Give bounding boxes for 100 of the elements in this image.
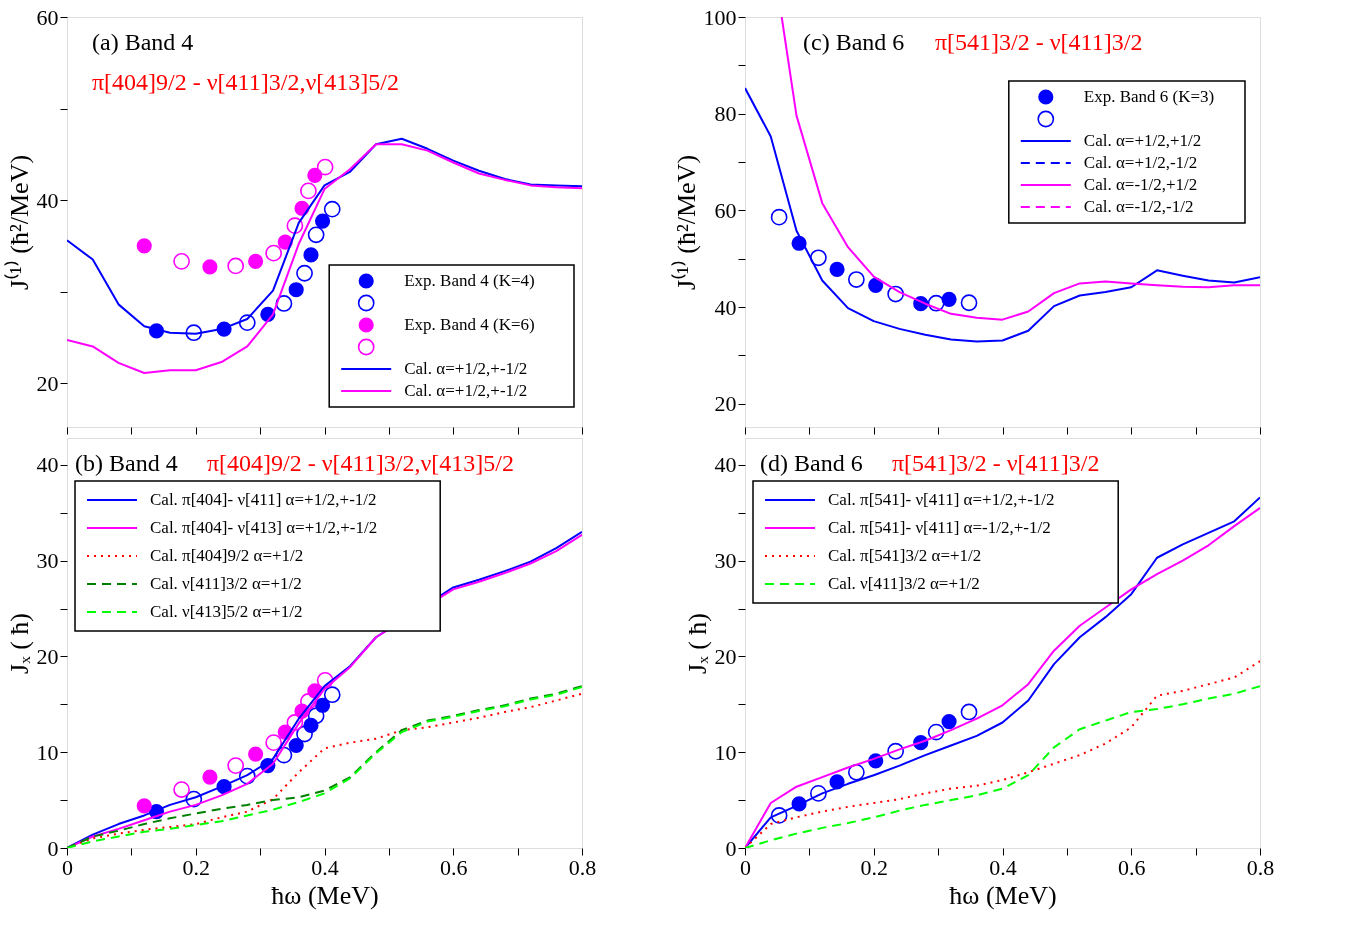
point bbox=[227, 757, 245, 774]
y-tick-label: 20 bbox=[36, 370, 59, 396]
point bbox=[307, 167, 323, 183]
y-axis-title: J⁽¹⁾ (ħ²/MeV) bbox=[670, 154, 701, 291]
point bbox=[927, 723, 945, 741]
x-tick-label: 0.6 bbox=[440, 854, 468, 880]
legend-label: Cal. π[541]- ν[411] α=+1/2,+-1/2 bbox=[828, 490, 1055, 509]
y-tick-label: 0 bbox=[47, 835, 59, 861]
point bbox=[296, 264, 313, 282]
point bbox=[286, 714, 304, 731]
x-axis-title: ħω (MeV) bbox=[949, 880, 1057, 910]
point bbox=[887, 285, 905, 303]
legend-label: Exp. Band 6 (K=3) bbox=[1083, 87, 1215, 106]
point bbox=[829, 261, 845, 277]
point bbox=[960, 703, 978, 721]
point bbox=[275, 746, 293, 764]
line-series bbox=[745, 87, 1260, 343]
text: (d) Band 6 bbox=[760, 450, 863, 476]
x-tick-label: 0.4 bbox=[311, 854, 339, 880]
point bbox=[941, 713, 957, 730]
x-tick-label: 0.8 bbox=[568, 854, 597, 880]
text: (c) Band 6 bbox=[803, 29, 905, 55]
y-tick-label: 40 bbox=[36, 452, 59, 478]
x-tick-label: 0.8 bbox=[1246, 854, 1275, 880]
y-tick-label: 0 bbox=[725, 835, 737, 861]
point bbox=[248, 253, 264, 269]
text: (a) Band 4 bbox=[92, 29, 194, 55]
point bbox=[202, 259, 218, 275]
y-tick-label: 30 bbox=[714, 548, 737, 574]
point bbox=[770, 807, 788, 824]
point bbox=[323, 200, 341, 218]
y-tick-label: 80 bbox=[714, 101, 737, 127]
legend-label: Cal. ν[411]3/2 α=+1/2 bbox=[150, 574, 302, 593]
y-tick-label: 40 bbox=[714, 452, 737, 478]
point bbox=[810, 249, 827, 267]
x-tick-label: 0.2 bbox=[860, 854, 888, 880]
point bbox=[238, 767, 256, 785]
legend-label: Cal. π[541]3/2 α=+1/2 bbox=[828, 546, 982, 565]
point bbox=[847, 763, 865, 781]
point bbox=[300, 182, 317, 200]
text: (b) Band 4 bbox=[75, 450, 178, 476]
legend-label: Cal. α=-1/2,+1/2 bbox=[1083, 175, 1198, 194]
text: π[404]9/2 - ν[411]3/2,ν[413]5/2 bbox=[92, 69, 399, 95]
point bbox=[303, 247, 319, 263]
y-tick-label: 100 bbox=[703, 4, 737, 30]
y-tick-label: 60 bbox=[36, 4, 59, 30]
point bbox=[296, 725, 313, 743]
x-tick-label: 0.2 bbox=[182, 854, 210, 880]
point bbox=[202, 769, 218, 785]
legend-label: Cal. α=+1/2,+-1/2 bbox=[404, 359, 528, 378]
x-tick-label: 0.4 bbox=[989, 854, 1017, 880]
point bbox=[868, 277, 884, 293]
legend-label: Cal. π[404]- ν[413] α=+1/2,+-1/2 bbox=[150, 518, 378, 537]
point bbox=[847, 271, 865, 288]
point bbox=[136, 238, 152, 254]
legend-label: Cal. α=+1/2,-1/2 bbox=[1083, 153, 1198, 172]
point bbox=[136, 798, 152, 814]
legend-label: Cal. π[404]- ν[411] α=+1/2,+-1/2 bbox=[150, 490, 377, 509]
legend-label: Cal. ν[411]3/2 α=+1/2 bbox=[828, 574, 980, 593]
point bbox=[286, 217, 304, 235]
text: π[404]9/2 - ν[411]3/2,ν[413]5/2 bbox=[207, 450, 514, 476]
legend-label: Cal. α=+1/2,+1/2 bbox=[1083, 131, 1202, 150]
x-axis-title: ħω (MeV) bbox=[271, 880, 379, 910]
legend-label: Cal. α=-1/2,-1/2 bbox=[1083, 197, 1194, 216]
line-series bbox=[67, 143, 582, 374]
y-tick-label: 30 bbox=[36, 548, 59, 574]
point bbox=[323, 686, 341, 704]
point bbox=[185, 790, 203, 808]
legend-label: Exp. Band 4 (K=6) bbox=[404, 315, 535, 334]
y-tick-label: 20 bbox=[714, 391, 737, 417]
point bbox=[316, 671, 334, 689]
point bbox=[275, 295, 293, 312]
point bbox=[173, 252, 190, 270]
legend-label: Exp. Band 4 (K=4) bbox=[404, 271, 535, 290]
point bbox=[238, 314, 256, 332]
point bbox=[941, 291, 957, 307]
legend-label: Cal. ν[413]5/2 α=+1/2 bbox=[150, 602, 303, 621]
line-series bbox=[780, 17, 1260, 321]
point bbox=[887, 742, 905, 760]
point bbox=[810, 785, 827, 802]
point bbox=[185, 324, 203, 342]
legend-label: Cal. π[404]9/2 α=+1/2 bbox=[150, 546, 304, 565]
x-tick-label: 0.6 bbox=[1118, 854, 1146, 880]
y-tick-label: 10 bbox=[714, 739, 737, 765]
y-axis-title: Jₓ ( ħ) bbox=[682, 613, 712, 674]
point bbox=[288, 282, 304, 298]
y-tick-label: 20 bbox=[36, 643, 59, 669]
point bbox=[265, 734, 283, 751]
point bbox=[316, 158, 334, 176]
text: π[541]3/2 - ν[411]3/2 bbox=[892, 450, 1100, 476]
point bbox=[927, 294, 945, 312]
y-tick-label: 10 bbox=[36, 739, 59, 765]
legend-label: Cal. α=+1/2,+-1/2 bbox=[404, 381, 528, 400]
text: π[541]3/2 - ν[411]3/2 bbox=[935, 29, 1143, 55]
point bbox=[227, 257, 245, 275]
point bbox=[314, 213, 331, 229]
y-axis-title: J⁽¹⁾ (ħ²/MeV) bbox=[3, 154, 34, 291]
point bbox=[173, 781, 190, 798]
point bbox=[265, 244, 283, 262]
point bbox=[248, 746, 264, 762]
